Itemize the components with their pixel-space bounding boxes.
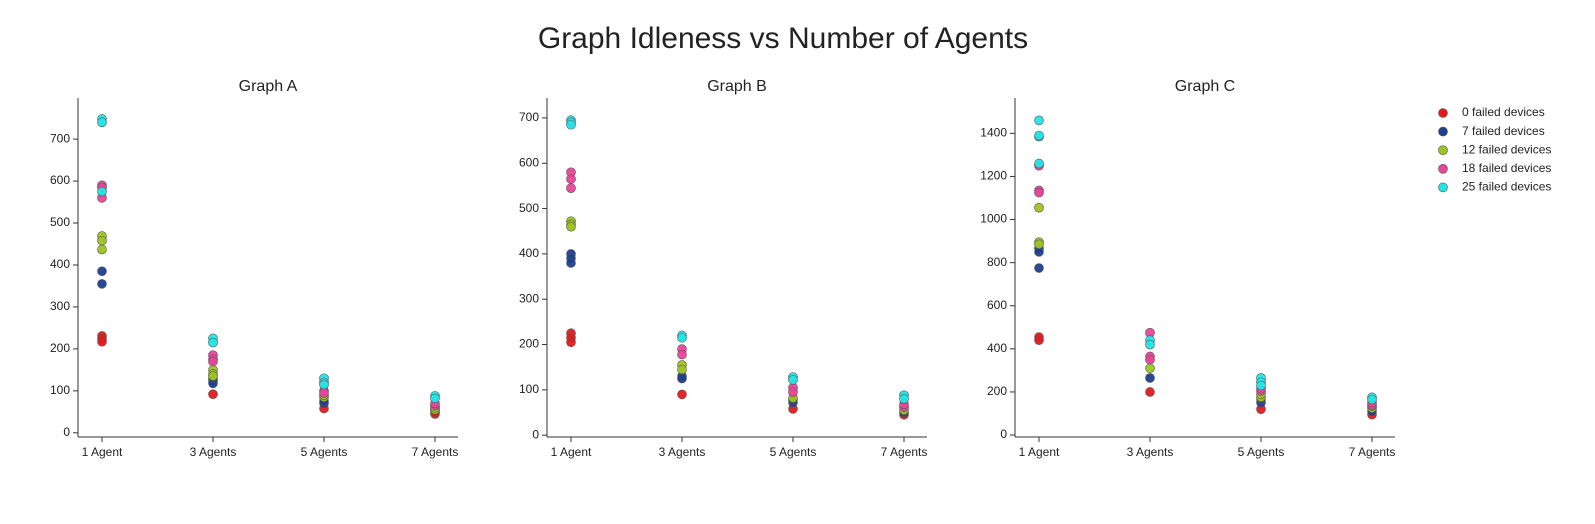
legend-label: 0 failed devices	[1462, 105, 1545, 119]
point	[677, 373, 687, 384]
point	[677, 349, 687, 360]
point	[97, 186, 107, 197]
point	[319, 379, 329, 390]
point	[1034, 202, 1044, 213]
y-tick-label: 600	[987, 298, 1007, 312]
legend-marker	[1438, 164, 1448, 174]
y-tick-label: 300	[519, 291, 539, 305]
legend-label: 12 failed devices	[1462, 142, 1551, 156]
point	[566, 258, 576, 268]
x-tick-label: 7 Agents	[1349, 445, 1396, 459]
point	[788, 375, 798, 385]
x-tick-label: 1 Agent	[551, 445, 592, 459]
y-tick-label: 400	[50, 257, 70, 271]
point	[788, 387, 798, 397]
point	[1256, 380, 1266, 391]
y-tick-label: 1000	[980, 212, 1007, 226]
point	[208, 371, 218, 381]
point	[1145, 387, 1155, 397]
y-tick-label: 800	[987, 255, 1007, 269]
subplot-title: Graph C	[1175, 78, 1235, 95]
y-tick-label: 500	[519, 201, 539, 215]
point	[1145, 363, 1155, 374]
subplot-title: Graph B	[707, 78, 767, 95]
point	[430, 393, 440, 404]
y-tick-label: 700	[519, 110, 539, 124]
point	[566, 337, 576, 348]
y-tick-label: 200	[50, 341, 70, 355]
point	[677, 389, 687, 400]
point	[319, 388, 329, 398]
y-tick-label: 0	[532, 427, 539, 441]
legend-marker	[1438, 145, 1448, 155]
y-tick-label: 100	[50, 383, 70, 397]
point	[208, 389, 218, 400]
y-tick-label: 600	[519, 155, 539, 169]
point	[97, 279, 107, 289]
point	[97, 117, 107, 128]
point	[566, 221, 576, 232]
y-tick-label: 600	[50, 173, 70, 187]
y-tick-label: 500	[50, 215, 70, 229]
legend-label: 7 failed devices	[1462, 124, 1545, 138]
y-tick-label: 0	[63, 425, 70, 439]
point	[208, 356, 218, 367]
point	[208, 337, 218, 348]
y-tick-label: 1200	[980, 169, 1007, 183]
figure-title: Graph Idleness vs Number of Agents	[538, 22, 1028, 55]
point	[1034, 187, 1044, 198]
x-tick-label: 3 Agents	[1127, 445, 1174, 459]
point	[1034, 335, 1044, 346]
point	[1367, 394, 1377, 405]
y-tick-label: 100	[519, 382, 539, 396]
y-tick-label: 200	[519, 337, 539, 351]
point	[97, 244, 107, 255]
x-tick-label: 3 Agents	[659, 445, 706, 459]
point	[899, 394, 909, 404]
y-tick-label: 400	[987, 341, 1007, 355]
y-tick-label: 700	[50, 131, 70, 145]
point	[1034, 239, 1044, 250]
y-tick-label: 300	[50, 299, 70, 313]
subplot-title: Graph A	[239, 78, 298, 95]
y-tick-label: 200	[987, 384, 1007, 398]
legend-marker	[1438, 182, 1448, 193]
point	[566, 174, 576, 184]
x-tick-label: 5 Agents	[301, 445, 348, 459]
point	[566, 183, 576, 193]
point	[677, 364, 687, 375]
legend-label: 18 failed devices	[1462, 161, 1551, 175]
x-tick-label: 7 Agents	[881, 445, 928, 459]
x-tick-label: 5 Agents	[770, 445, 817, 459]
point	[1034, 158, 1044, 169]
x-tick-label: 1 Agent	[1019, 445, 1060, 459]
point	[1034, 130, 1044, 141]
point	[566, 119, 576, 130]
x-tick-label: 5 Agents	[1238, 445, 1285, 459]
x-tick-label: 7 Agents	[412, 445, 459, 459]
y-tick-label: 1400	[980, 126, 1007, 140]
point	[1034, 115, 1044, 126]
x-tick-label: 1 Agent	[82, 445, 123, 459]
point	[97, 266, 107, 277]
x-tick-label: 3 Agents	[190, 445, 237, 459]
point	[1145, 339, 1155, 350]
point	[97, 336, 107, 347]
legend-label: 25 failed devices	[1462, 180, 1551, 194]
point	[1034, 263, 1044, 273]
legend-marker	[1438, 108, 1448, 118]
point	[1145, 354, 1155, 365]
legend-marker	[1438, 126, 1448, 137]
y-tick-label: 0	[1000, 427, 1007, 441]
y-tick-label: 400	[519, 246, 539, 260]
point	[677, 332, 687, 343]
point	[1145, 373, 1155, 383]
point	[97, 235, 107, 246]
